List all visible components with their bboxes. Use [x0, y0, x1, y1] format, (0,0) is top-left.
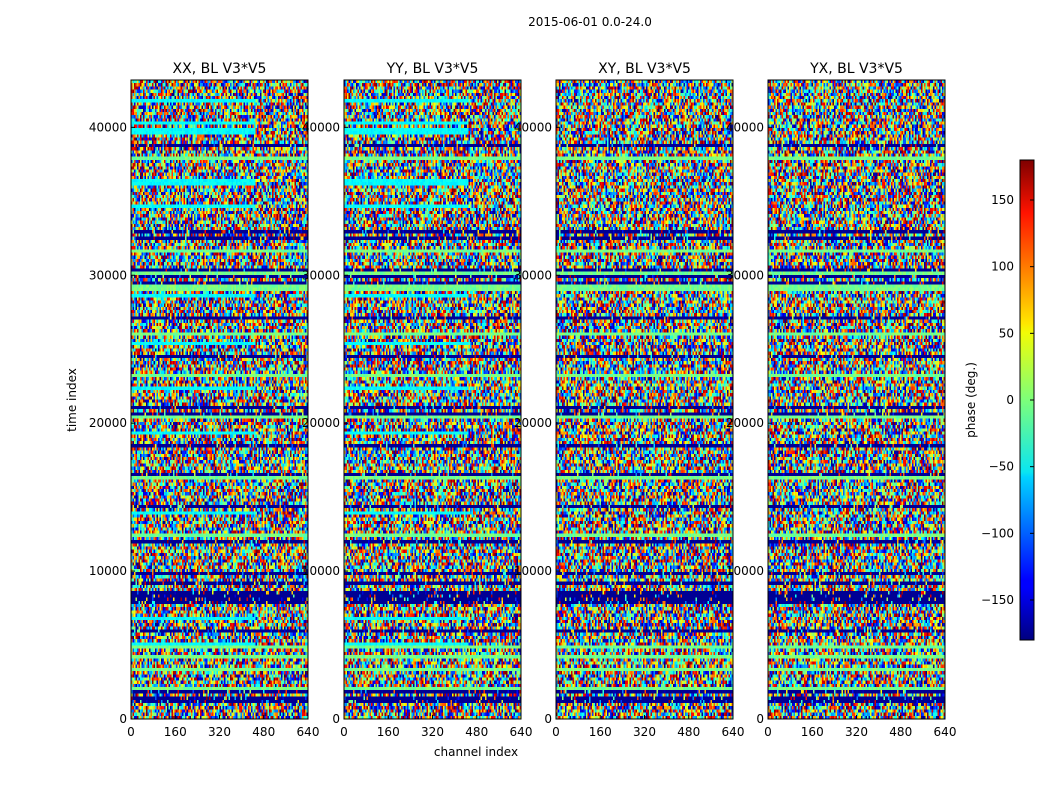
x-tick-label: 320 [633, 725, 656, 739]
y-tick-label: 40000 [302, 120, 340, 134]
x-tick-label: 640 [510, 725, 533, 739]
x-tick-label: 480 [252, 725, 275, 739]
y-tick-label: 30000 [89, 268, 127, 282]
x-tick-label: 640 [722, 725, 745, 739]
x-tick-label: 640 [297, 725, 320, 739]
panels: XX, BL V3*V5 0 160 320 480 640 0 10000 20000 3000… [89, 61, 957, 739]
y-tick-label: 40000 [726, 120, 764, 134]
colorbar-tick-label: −50 [989, 460, 1014, 474]
colorbar-ticks: −150 −100 −50 0 50 100 150 [981, 193, 1034, 607]
panel-title: XX, BL V3*V5 [173, 61, 267, 77]
y-tick-label: 20000 [514, 416, 552, 430]
x-tick-label: 0 [552, 725, 560, 739]
heatmap-image [768, 80, 945, 719]
y-tick-label: 10000 [89, 564, 127, 578]
panel-title: YX, BL V3*V5 [809, 61, 903, 77]
y-tick-label: 0 [332, 712, 340, 726]
colorbar-tick-label: 50 [999, 326, 1014, 340]
colorbar-label: phase (deg.) [964, 362, 978, 438]
x-axis-label: channel index [434, 745, 518, 759]
y-tick-label: 10000 [514, 564, 552, 578]
x-tick-label: 640 [934, 725, 957, 739]
x-tick-label: 0 [764, 725, 772, 739]
x-tick-label: 0 [127, 725, 135, 739]
colorbar: −150 −100 −50 0 50 100 150 phase (deg.) [964, 159, 1035, 641]
colorbar-tick-label: −150 [981, 593, 1014, 607]
y-tick-label: 30000 [514, 268, 552, 282]
y-tick-label: 40000 [514, 120, 552, 134]
panel-xx: XX, BL V3*V5 0 160 320 480 640 0 10000 20000 3000… [89, 61, 320, 739]
y-tick-label: 30000 [726, 268, 764, 282]
x-tick-label: 0 [340, 725, 348, 739]
x-tick-label: 320 [845, 725, 868, 739]
x-tick-label: 160 [164, 725, 187, 739]
panel-title: XY, BL V3*V5 [598, 61, 691, 77]
x-tick-label: 480 [465, 725, 488, 739]
panel-yy: YY, BL V3*V5 0 160 320 480 640 0 10000 20000 3000… [302, 61, 533, 739]
y-tick-label: 20000 [89, 416, 127, 430]
heatmap-image [344, 80, 521, 719]
x-tick-label: 160 [589, 725, 612, 739]
y-tick-label: 20000 [302, 416, 340, 430]
x-tick-label: 320 [208, 725, 231, 739]
heatmap-image [556, 80, 733, 719]
y-tick-label: 10000 [302, 564, 340, 578]
panel-xy: XY, BL V3*V5 0 160 320 480 640 0 10000 20000 3000… [514, 61, 745, 739]
panel-title: YY, BL V3*V5 [386, 61, 479, 77]
y-tick-label: 20000 [726, 416, 764, 430]
y-tick-label: 30000 [302, 268, 340, 282]
y-tick-label: 0 [756, 712, 764, 726]
x-tick-label: 480 [889, 725, 912, 739]
colorbar-tick-label: −100 [981, 526, 1014, 540]
y-axis-label: time index [65, 368, 79, 432]
x-tick-label: 320 [421, 725, 444, 739]
y-tick-label: 10000 [726, 564, 764, 578]
x-tick-label: 160 [377, 725, 400, 739]
heatmap-image [131, 80, 308, 719]
panel-yx: YX, BL V3*V5 0 160 320 480 640 0 10000 20000 3000… [726, 61, 957, 739]
colorbar-tick-label: 100 [991, 260, 1014, 274]
y-tick-label: 0 [544, 712, 552, 726]
x-tick-label: 160 [801, 725, 824, 739]
figure-title: 2015-06-01 0.0-24.0 [528, 15, 652, 29]
colorbar-tick-label: 150 [991, 193, 1014, 207]
x-tick-label: 480 [677, 725, 700, 739]
y-tick-label: 0 [119, 712, 127, 726]
colorbar-tick-label: 0 [1006, 393, 1014, 407]
y-tick-label: 40000 [89, 120, 127, 134]
